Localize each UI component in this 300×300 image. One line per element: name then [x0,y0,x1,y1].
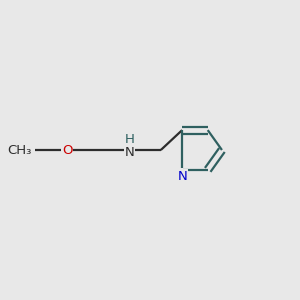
Text: O: O [62,143,72,157]
Text: N: N [125,146,134,159]
Text: H: H [124,133,134,146]
Text: CH₃: CH₃ [7,143,31,157]
Text: N: N [177,170,187,183]
